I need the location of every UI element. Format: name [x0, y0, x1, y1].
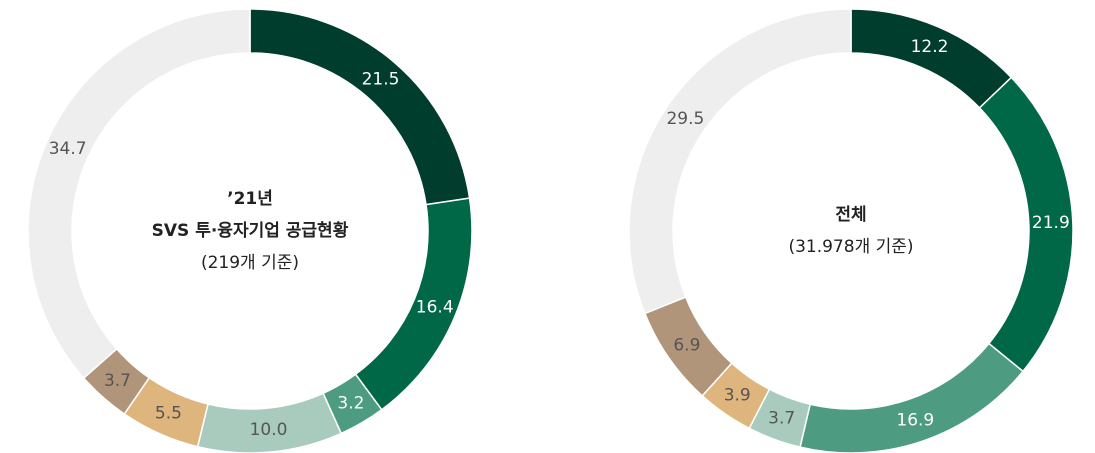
donut-segment: [799, 342, 1025, 453]
donut-segment: [850, 8, 1013, 109]
value-label: 6.9: [673, 335, 700, 355]
value-label: 34.7: [49, 139, 87, 159]
donut-segment: [249, 8, 471, 206]
value-label: 12.2: [911, 37, 949, 57]
donut-segment: [354, 197, 473, 411]
value-label: 16.4: [416, 298, 454, 318]
value-label: 3.7: [768, 409, 795, 429]
center-text: ’21년: [227, 189, 273, 209]
value-label: 29.5: [666, 109, 704, 129]
value-label: 21.5: [362, 69, 400, 89]
center-text: (31.978개 기준): [788, 237, 913, 257]
donut-segment: [27, 8, 251, 380]
value-label: 10.0: [250, 420, 288, 440]
center-text: (219개 기준): [201, 253, 299, 273]
donut-segment: [628, 8, 852, 315]
center-text: SVS 투·융자기업 공급현황: [152, 221, 349, 241]
value-label: 21.9: [1032, 213, 1070, 233]
value-label: 3.7: [104, 371, 131, 391]
value-label: 3.2: [337, 394, 364, 414]
value-label: 3.9: [724, 385, 751, 405]
value-label: 16.9: [896, 410, 934, 430]
value-label: 5.5: [155, 404, 182, 424]
center-text: 전체: [835, 205, 866, 225]
